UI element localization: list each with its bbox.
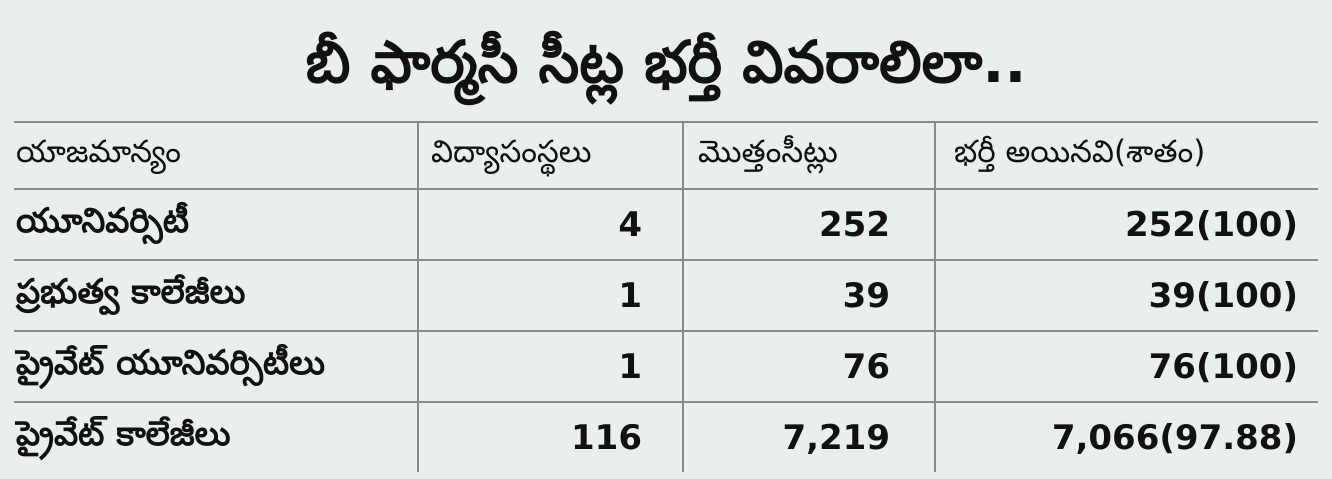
header-total-seats: మొత్తంసీట్లు: [684, 123, 936, 188]
table-row: ప్రభుత్వ కాలేజీలు 1 39 39(100): [14, 259, 1318, 330]
cell-filled-percent: 252(100): [1124, 204, 1298, 245]
page-title: బీ ఫార్మసీ సీట్ల భర్తీ వివరాలిలా..: [305, 28, 1027, 96]
cell-filled-percent: 39(100): [1148, 275, 1298, 316]
cell-institutions: 116: [419, 403, 684, 472]
cell-institutions: 4: [419, 190, 684, 259]
cell-filled-percent: 76(100): [1148, 346, 1298, 387]
header-management: యాజమాన్యం: [14, 123, 419, 188]
data-table: యాజమాన్యం విద్యాసంస్థలు మొత్తంసీట్లు భర్…: [14, 121, 1318, 472]
cell-filled-percent: 7,066(97.88): [1051, 417, 1298, 458]
cell-total-seats: 76: [684, 332, 936, 401]
table-row: ప్రైవేట్ యూనివర్సిటీలు 1 76 76(100): [14, 330, 1318, 401]
cell-total-seats: 7,219: [684, 403, 936, 472]
table-header-row: యాజమాన్యం విద్యాసంస్థలు మొత్తంసీట్లు భర్…: [14, 121, 1318, 188]
cell-total-seats: 39: [684, 261, 936, 330]
header-institutions: విద్యాసంస్థలు: [419, 123, 684, 188]
cell-management: ప్రభుత్వ కాలేజీలు: [14, 261, 419, 330]
header-filled-percent: భర్తీ అయినవి(శాతం): [954, 134, 1206, 170]
cell-total-seats: 252: [684, 190, 936, 259]
cell-institutions: 1: [419, 261, 684, 330]
cell-institutions: 1: [419, 332, 684, 401]
cell-management: ప్రైవేట్ కాలేజీలు: [14, 403, 419, 472]
table-row: ప్రైవేట్ కాలేజీలు 116 7,219 7,066(97.88): [14, 401, 1318, 472]
cell-management: ప్రైవేట్ యూనివర్సిటీలు: [14, 332, 419, 401]
table-row: యూనివర్సిటీ 4 252 252(100): [14, 188, 1318, 259]
cell-management: యూనివర్సిటీ: [14, 190, 419, 259]
